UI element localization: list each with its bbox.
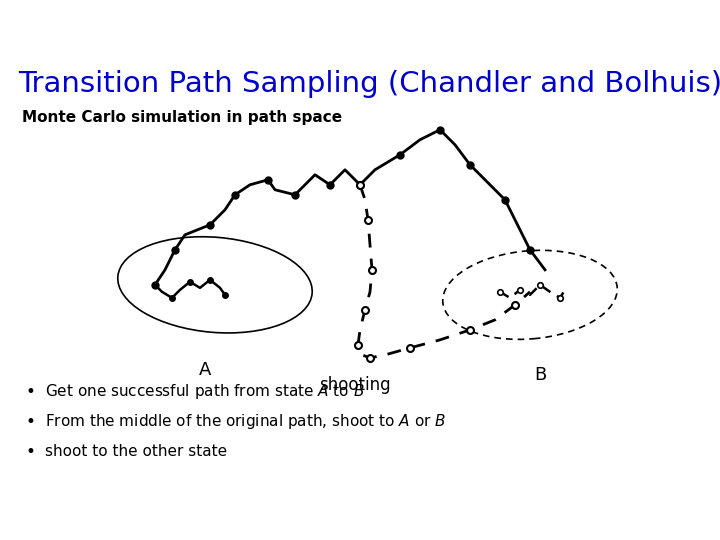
Text: UNIVERSITY®: UNIVERSITY® <box>61 42 123 50</box>
Text: TEMPLE: TEMPLE <box>61 16 140 34</box>
Text: shoot to the other state: shoot to the other state <box>45 444 227 460</box>
Text: From the middle of the original path, shoot to $A$ or $B$: From the middle of the original path, sh… <box>45 413 446 431</box>
Text: B: B <box>534 366 546 384</box>
Text: A: A <box>199 361 211 379</box>
Text: Get one successful path from state $A$ to $B$: Get one successful path from state $A$ t… <box>45 382 364 401</box>
Text: Monte Carlo simulation in path space: Monte Carlo simulation in path space <box>22 110 342 125</box>
Text: •: • <box>25 443 35 461</box>
Text: shooting: shooting <box>319 376 391 394</box>
Text: •: • <box>25 383 35 401</box>
Text: Transition Path Sampling (Chandler and Bolhuis): Transition Path Sampling (Chandler and B… <box>18 70 720 98</box>
Text: •: • <box>25 413 35 431</box>
